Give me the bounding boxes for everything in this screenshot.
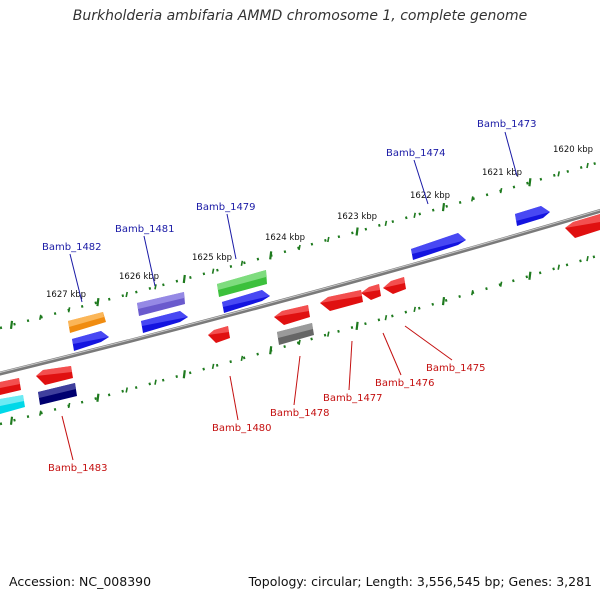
reverse-scale-tick [586, 255, 589, 262]
scale-label: 1625 kbp [192, 253, 232, 263]
forward-scale-tick [182, 274, 186, 284]
forward-scale-tick [154, 284, 157, 290]
gene-bamb-1480[interactable]: Bamb_1480 [208, 326, 272, 434]
forward-scale-tick [39, 314, 42, 320]
scale-label: 1620 kbp [553, 145, 593, 155]
forward-scale-tick [528, 178, 532, 187]
reverse-scale-tick [441, 296, 446, 306]
reverse-scale-tick [182, 370, 186, 379]
forward-scale-tick [471, 196, 474, 202]
map-title: Burkholderia ambifaria AMMD chromosome 1… [72, 8, 528, 24]
forward-scale-tick [240, 260, 244, 266]
scale-label: 1621 kbp [482, 168, 522, 178]
gene-bamb-1476[interactable]: Bamb_1476 [361, 284, 435, 389]
forward-scale-tick [586, 162, 589, 169]
gene-label: Bamb_1475 [426, 363, 486, 374]
forward-scale-tick [9, 320, 14, 330]
gene-label: Bamb_1473 [477, 119, 537, 130]
gene-bamb-1473[interactable]: Bamb_1473 [477, 119, 550, 226]
genome-backbone-highlight [0, 209, 600, 374]
reverse-scale-tick [240, 355, 244, 362]
gene-label: Bamb_1474 [386, 148, 446, 159]
forward-scale-tick [441, 202, 446, 212]
scale-label: 1627 kbp [46, 290, 86, 300]
scale-labels: 1620 kbp 1621 kbp 1622 kbp 1623 kbp 1624… [46, 145, 593, 300]
reverse-scale-tick [499, 281, 503, 287]
reverse-scale-tick [125, 387, 128, 393]
gene-bamb-1483[interactable]: Bamb_1483 [36, 366, 108, 474]
reverse-scale-tick [154, 379, 157, 385]
gene-bamb-1482-partner[interactable] [72, 331, 109, 351]
forward-scale-tick [125, 291, 128, 298]
forward-scale-tick [355, 227, 359, 236]
reverse-scale-tick [384, 315, 388, 321]
forward-scale-tick [557, 171, 560, 177]
accession-text: Accession: NC_008390 [9, 574, 152, 589]
reverse-scale-tick [9, 416, 14, 425]
reverse-scale-tick [528, 271, 532, 280]
gene-label: Bamb_1481 [115, 224, 175, 235]
gene-bamb-1474[interactable]: Bamb_1474 [386, 148, 466, 260]
gene-edge-left[interactable] [0, 378, 25, 414]
scale-label: 1622 kbp [410, 191, 450, 201]
reverse-scale-tick [355, 321, 359, 331]
gene-bamb-1481-partner[interactable] [141, 311, 188, 333]
gene-edge-right[interactable] [565, 214, 600, 238]
gene-label: Bamb_1476 [375, 378, 435, 389]
reverse-scale-tick [413, 306, 416, 313]
reverse-scale-tick [557, 264, 560, 270]
gene-bamb-1481[interactable]: Bamb_1481 [115, 224, 185, 316]
forward-scale-tick [413, 212, 416, 218]
gene-label: Bamb_1479 [196, 202, 256, 213]
reverse-scale-tick [39, 410, 42, 416]
gene-label: Bamb_1480 [212, 423, 272, 434]
reverse-scale-tick [96, 393, 100, 402]
forward-scale-tick [298, 244, 301, 251]
gene-bamb-1477[interactable]: Bamb_1477 [320, 290, 383, 404]
gene-label: Bamb_1483 [48, 463, 108, 474]
reverse-scale-tick [327, 331, 330, 337]
forward-scale-tick [96, 297, 100, 307]
gene-bamb-1482[interactable]: Bamb_1482 [42, 242, 106, 333]
gene-bamb-1479-partner[interactable] [222, 290, 270, 313]
scale-label: 1626 kbp [119, 272, 159, 282]
forward-scale-tick [211, 268, 215, 274]
forward-scale-tick [384, 220, 388, 227]
gene-label: Bamb_1478 [270, 408, 330, 419]
gene-bamb-1478[interactable]: Bamb_1478 [270, 305, 330, 419]
forward-scale-tick [327, 236, 330, 243]
scale-label: 1623 kbp [337, 212, 377, 222]
gene-bamb-1479[interactable]: Bamb_1479 [196, 202, 267, 297]
reverse-scale-tick [298, 339, 301, 345]
genome-backbone [0, 208, 600, 376]
gene-bamb-1475[interactable]: Bamb_1475 [383, 277, 486, 374]
gene-label: Bamb_1477 [323, 393, 383, 404]
scale-label: 1624 kbp [265, 233, 305, 243]
reverse-scale-tick [211, 363, 215, 370]
gene-label: Bamb_1482 [42, 242, 102, 253]
genome-summary-text: Topology: circular; Length: 3,556,545 bp… [248, 574, 592, 589]
